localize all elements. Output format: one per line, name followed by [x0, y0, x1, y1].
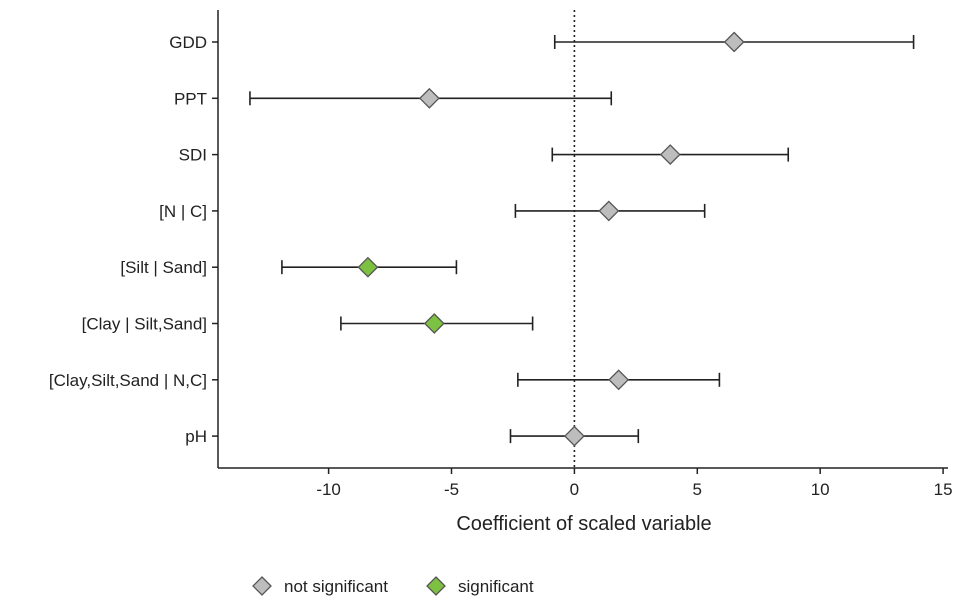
legend-label: significant: [458, 577, 534, 596]
not-significant-point: [723, 31, 745, 53]
legend-label: not significant: [284, 577, 388, 596]
significant-point: [423, 313, 445, 334]
legend-diamond-icon: [252, 576, 272, 596]
legend-diamond-icon: [426, 576, 446, 596]
x-tick-label: 10: [811, 480, 830, 499]
y-tick-label: [Clay,Silt,Sand | N,C]: [49, 371, 207, 390]
legend-item: significant: [426, 576, 534, 596]
y-tick-label: [N | C]: [159, 202, 207, 221]
x-tick-label: 5: [693, 480, 702, 499]
x-tick-label: 0: [570, 480, 579, 499]
points: [357, 31, 745, 447]
not-significant-point: [608, 369, 630, 391]
x-axis-title: Coefficient of scaled variable: [456, 513, 711, 535]
y-tick-label: GDD: [169, 33, 207, 52]
significant-point: [357, 256, 379, 278]
y-tick-label: pH: [185, 427, 207, 446]
not-significant-point: [659, 144, 681, 166]
x-tick-label: -5: [444, 480, 459, 499]
legend-item: not significant: [252, 576, 388, 596]
y-tick-label: SDI: [179, 146, 207, 165]
y-tick-label: PPT: [174, 89, 207, 108]
x-ticks: -10 -5 0 5 10 15: [316, 468, 953, 499]
x-tick-label: 15: [934, 480, 953, 499]
not-significant-point: [563, 425, 585, 447]
y-tick-label: [Silt | Sand]: [120, 258, 207, 277]
error-bars: [249, 35, 915, 444]
not-significant-point: [598, 200, 620, 222]
y-ticks: GDD PPT SDI [N | C] [Silt | Sand] [Clay | Sil…: [49, 33, 218, 446]
axes: [217, 10, 948, 469]
not-significant-point: [418, 87, 440, 109]
y-tick-label: [Clay | Silt,Sand]: [82, 315, 207, 334]
legend: not significant significant: [252, 576, 534, 596]
x-tick-label: -10: [316, 480, 341, 499]
